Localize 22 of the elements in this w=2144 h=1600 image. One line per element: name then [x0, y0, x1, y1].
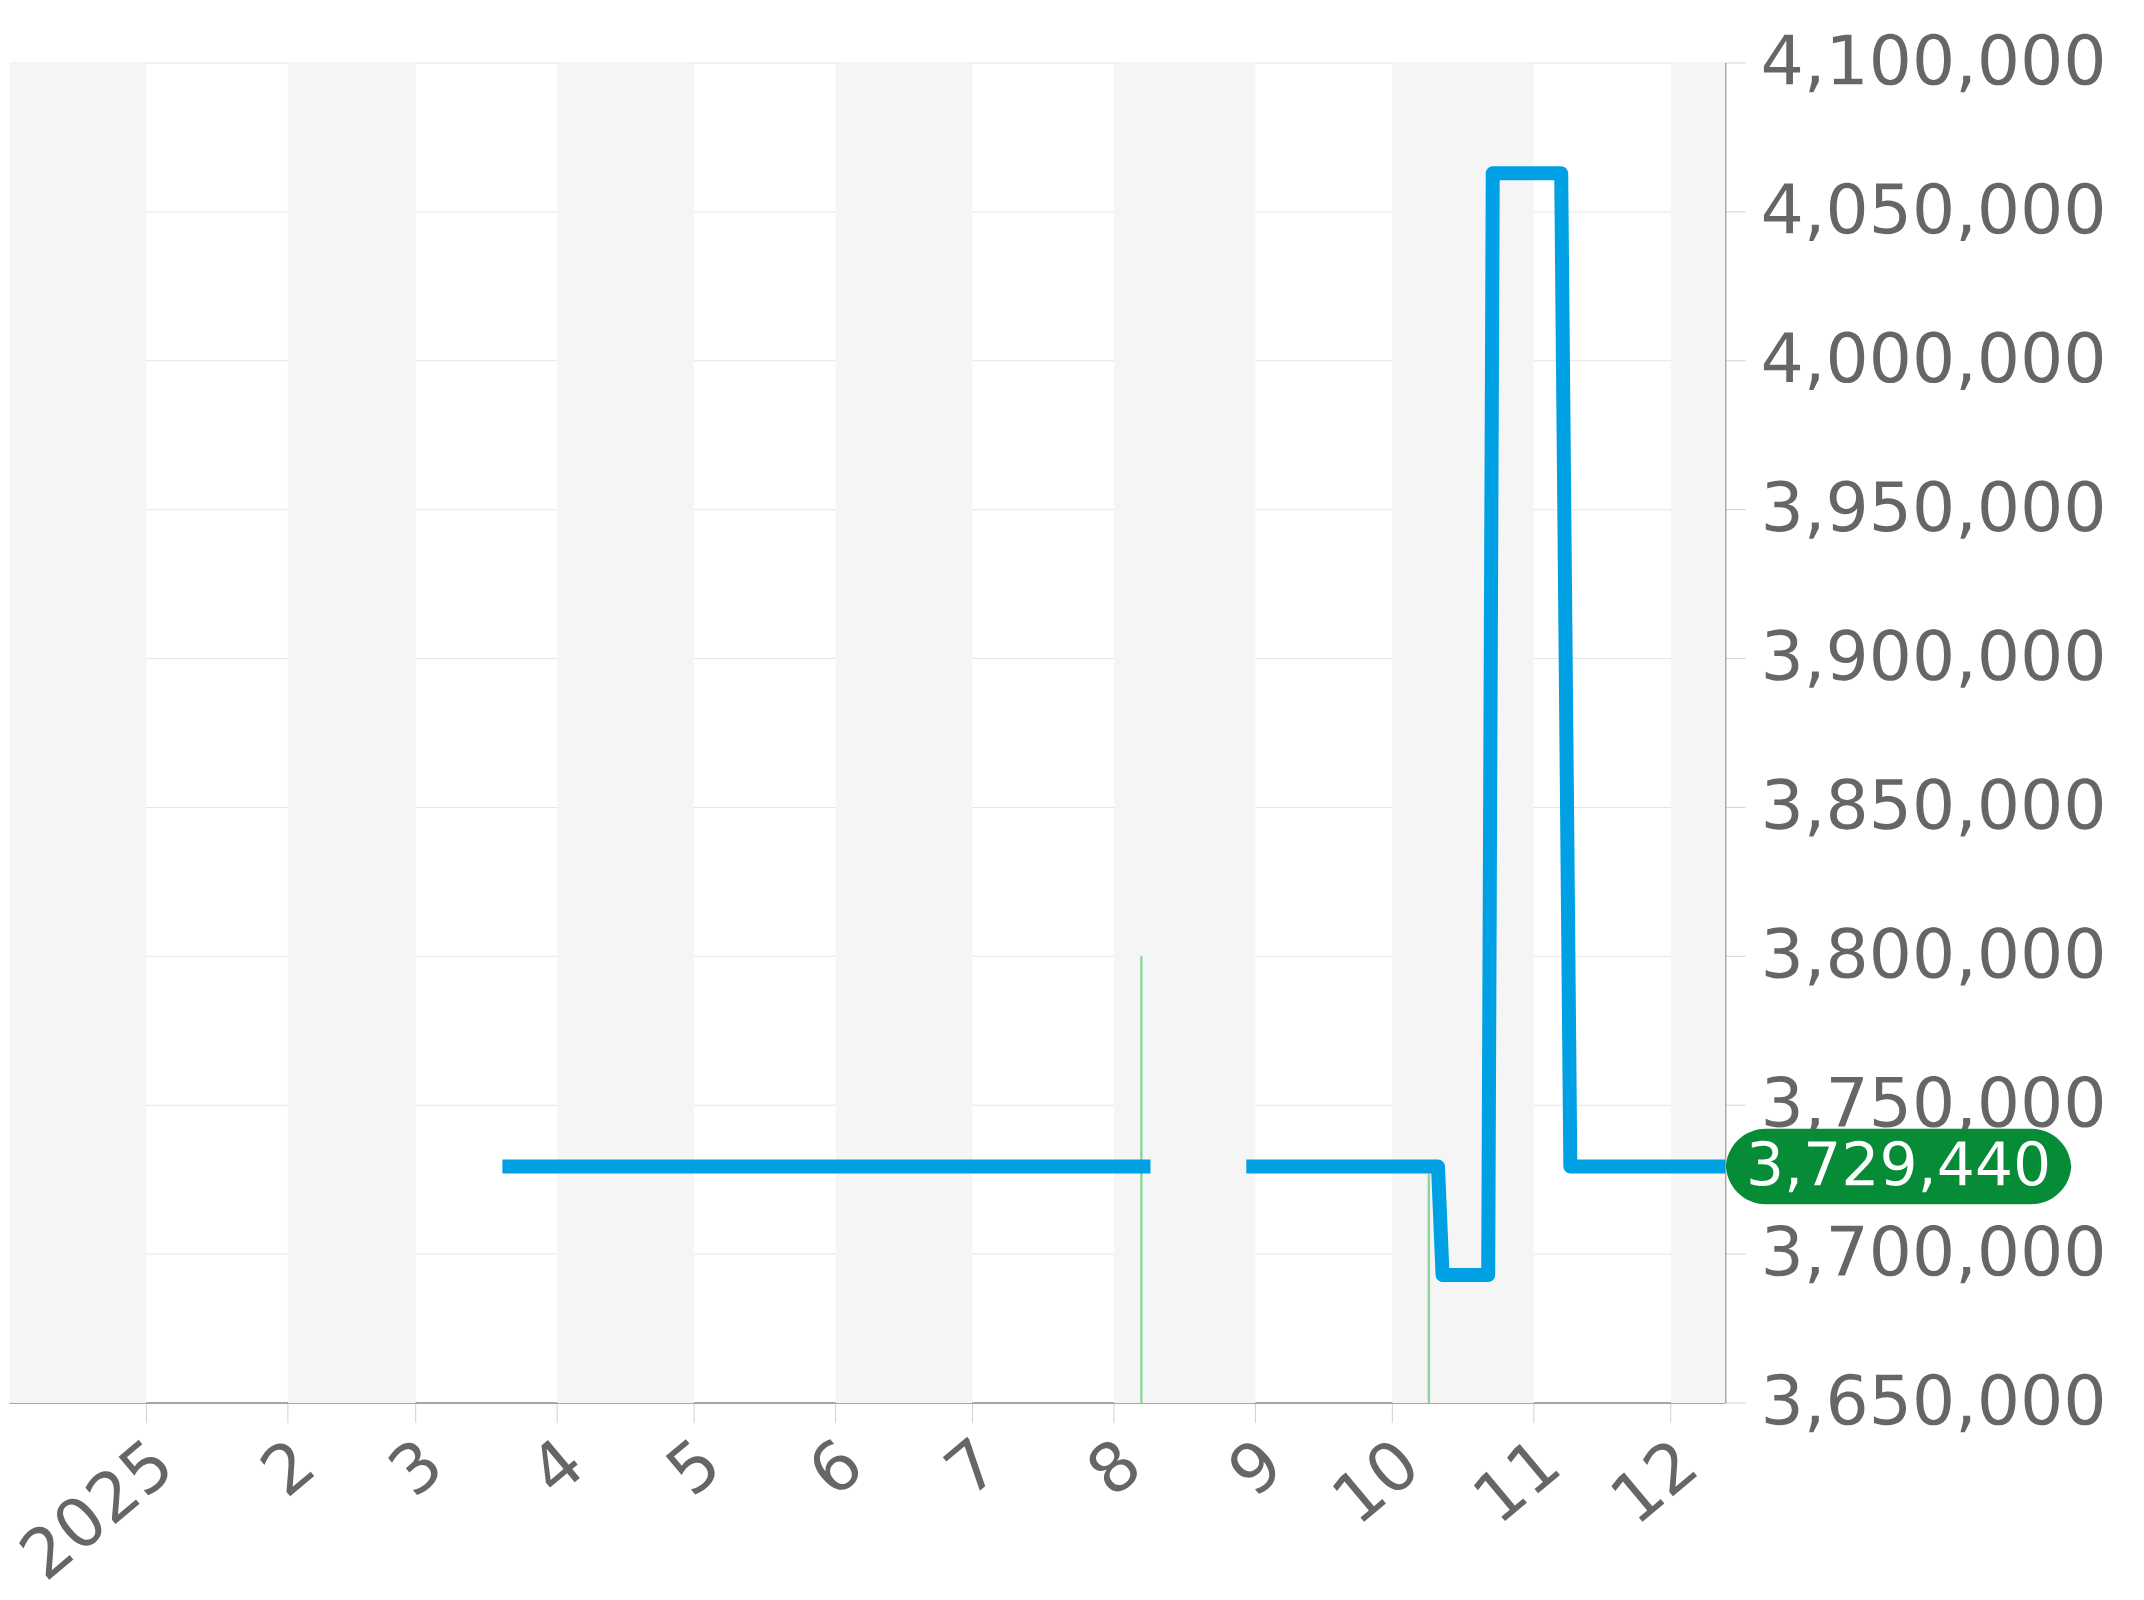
y-tick-label: 3,750,000 — [1765, 1076, 2103, 1135]
x-tick-label: 2 — [260, 1443, 315, 1497]
x-tick-label: 6 — [813, 1439, 859, 1490]
x-tick-label: 4 — [541, 1439, 580, 1488]
y-tick-label: 3,950,000 — [1765, 480, 2103, 539]
x-tick-label: 10 — [1333, 1443, 1414, 1522]
y-tick-label: 3,700,000 — [1765, 1224, 2103, 1284]
y-tick-label: 3,850,000 — [1765, 778, 2103, 837]
y-tick-label: 3,650,000 — [1765, 1373, 2103, 1433]
annotation: 3,729,440 — [1750, 1140, 2048, 1193]
x-tick-label: 9 — [1231, 1443, 1276, 1494]
y-tick-label: 3,800,000 — [1765, 927, 2103, 986]
x-tick-label: 3 — [388, 1442, 438, 1495]
y-tick-label: 3,900,000 — [1765, 629, 2103, 688]
y-tick-label: 4,050,000 — [1763, 182, 2103, 242]
x-tick-label: 7 — [942, 1436, 986, 1491]
x-tick-label: 11 — [1473, 1444, 1560, 1522]
y-tick-label: 4,000,000 — [1763, 331, 2103, 390]
y-tick-label: 4,100,000 — [1763, 33, 2103, 93]
x-tick-label: 8 — [1089, 1442, 1137, 1492]
x-tick-label: 5 — [665, 1439, 715, 1495]
x-tick-label: 12 — [1611, 1443, 1698, 1522]
